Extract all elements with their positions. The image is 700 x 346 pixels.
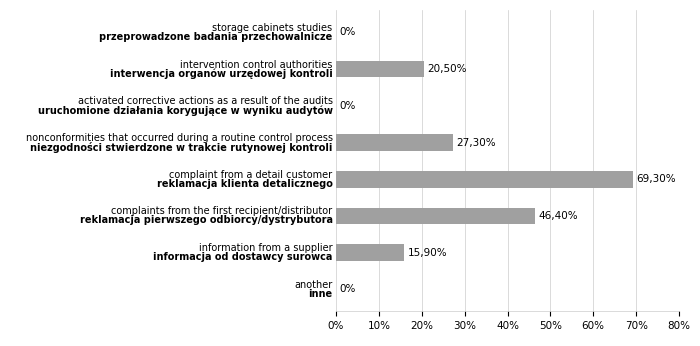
Text: uruchomione działania korygujące w wyniku audytów: uruchomione działania korygujące w wynik… — [38, 105, 332, 116]
Bar — [336, 61, 424, 77]
Text: activated corrective actions as a result of the audits: activated corrective actions as a result… — [78, 96, 332, 106]
Text: reklamacja pierwszego odbiorcy/dystrybutora: reklamacja pierwszego odbiorcy/dystrybut… — [80, 216, 332, 226]
Text: informacja od dostawcy surowca: informacja od dostawcy surowca — [153, 252, 332, 262]
Text: complaint from a detail customer: complaint from a detail customer — [169, 170, 332, 180]
Bar — [336, 245, 404, 261]
Bar — [336, 208, 535, 224]
Text: information from a supplier: information from a supplier — [199, 243, 332, 253]
Text: another: another — [294, 280, 332, 290]
Text: 69,30%: 69,30% — [636, 174, 676, 184]
Text: 46,40%: 46,40% — [538, 211, 578, 221]
Text: 20,50%: 20,50% — [427, 64, 467, 74]
Text: intervention control authorities: intervention control authorities — [180, 60, 332, 70]
Text: 0%: 0% — [340, 101, 356, 111]
Text: complaints from the first recipient/distributor: complaints from the first recipient/dist… — [111, 207, 332, 217]
Text: 0%: 0% — [340, 284, 356, 294]
Text: 27,30%: 27,30% — [456, 137, 496, 147]
Text: 0%: 0% — [340, 27, 356, 37]
Text: 15,90%: 15,90% — [407, 248, 447, 258]
Text: interwencja organów urzędowej kontroli: interwencja organów urzędowej kontroli — [110, 68, 332, 79]
Text: przeprowadzone badania przechowalnicze: przeprowadzone badania przechowalnicze — [99, 32, 332, 42]
Bar — [336, 171, 633, 188]
Text: niezgodności stwierdzone w trakcie rutynowej kontroli: niezgodności stwierdzone w trakcie rutyn… — [30, 142, 332, 153]
Bar — [336, 134, 453, 151]
Text: nonconformities that occurred during a routine control process: nonconformities that occurred during a r… — [25, 133, 332, 143]
Text: reklamacja klienta detalicznego: reklamacja klienta detalicznego — [157, 179, 332, 189]
Text: inne: inne — [309, 289, 332, 299]
Text: storage cabinets studies: storage cabinets studies — [212, 23, 332, 33]
